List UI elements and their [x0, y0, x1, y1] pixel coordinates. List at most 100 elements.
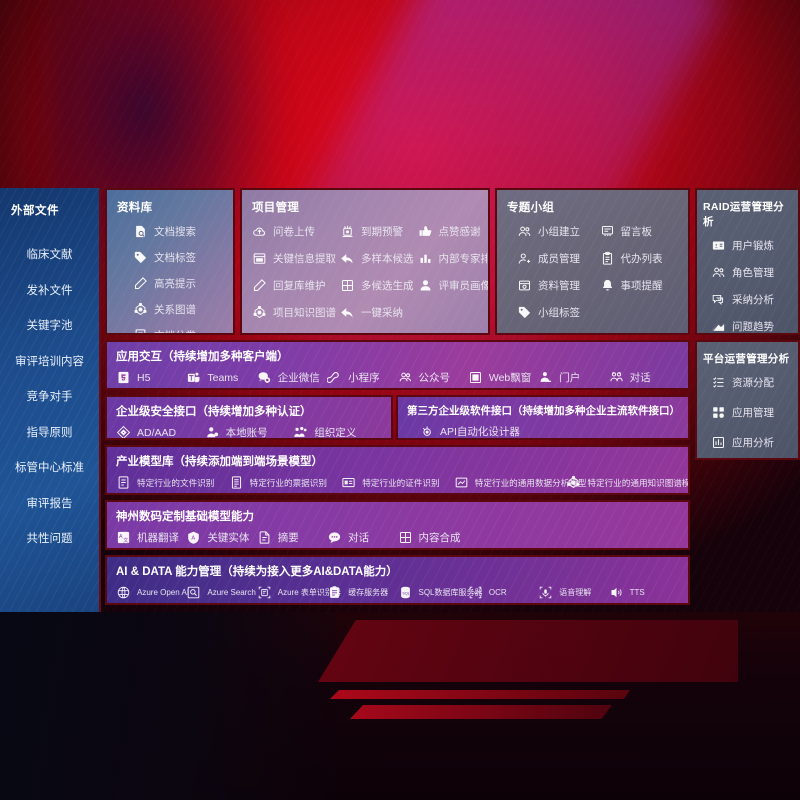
project-item-label: 回复库维护	[273, 280, 326, 292]
trend-chart-icon	[711, 319, 726, 333]
group-item-label: 事项提醒	[620, 280, 663, 292]
base-model-item-summary[interactable]: 摘要	[257, 530, 327, 545]
group-item-message-board[interactable]: 留言板	[600, 224, 679, 239]
industry-item-knowledge-graph-model[interactable]: 特定行业的通用知识图谱模型	[566, 475, 688, 490]
app-interaction-item-wecom[interactable]: 企业微信	[257, 370, 327, 385]
project-item-reply-library[interactable]: 回复库维护	[252, 278, 336, 293]
apps-grid-icon	[711, 405, 726, 420]
group-item-todo-list[interactable]: 代办列表	[600, 251, 679, 266]
app-interaction-item-label: Web飘窗	[488, 372, 532, 384]
sidebar-item-review-training[interactable]: 审评培训内容	[15, 355, 84, 368]
card-raid-title: RAID运营管理分析	[703, 201, 784, 228]
raid-item-role-mgmt[interactable]: 角色管理	[711, 265, 792, 280]
security-item-org-definition[interactable]: 组织定义	[293, 425, 382, 438]
library-item-relation-graph[interactable]: 关系图谱	[133, 302, 223, 317]
app-interaction-item-h5[interactable]: H5	[116, 370, 186, 385]
platform-item-resource-alloc[interactable]: 资源分配	[711, 375, 792, 390]
industry-item-receipt-recognition[interactable]: 特定行业的票据识别	[229, 475, 342, 490]
sidebar-item-common-issues[interactable]: 共性问题	[26, 533, 73, 545]
security-item-local-account[interactable]: 本地账号	[205, 425, 294, 438]
idcard-recog-icon	[341, 475, 356, 490]
arrow-back-icon	[340, 251, 355, 266]
raid-item-adoption-analysis[interactable]: QA 采纳分析	[711, 292, 792, 307]
clipboard-icon	[600, 251, 615, 266]
app-interaction-item-portal[interactable]: 门户	[538, 370, 608, 385]
raid-item-user-training[interactable]: 用户锻炼	[711, 238, 792, 253]
project-item-key-info-extract[interactable]: 关键信息提取	[252, 251, 336, 266]
industry-item-label: 特定行业的票据识别	[249, 477, 327, 488]
library-item-doc-search[interactable]: 文档搜索	[133, 224, 223, 239]
project-item-label: 评审员画像	[438, 280, 490, 292]
project-item-reviewer-profile[interactable]: 评审员画像	[418, 278, 490, 293]
group-item-create[interactable]: 小组建立	[517, 224, 596, 239]
industry-item-data-analysis-model[interactable]: 特定行业的通用数据分析模型	[454, 475, 587, 490]
library-item-label: 文档搜索	[154, 226, 196, 238]
sidebar-item-supplement-docs[interactable]: 发补文件	[26, 284, 73, 297]
ai-data-item-azure-search[interactable]: Azure Search	[186, 585, 256, 600]
sidebar-item-competitors[interactable]: 竞争对手	[26, 391, 73, 403]
project-item-multi-candidate-gen[interactable]: 多候选生成	[340, 278, 414, 293]
library-item-doc-classify[interactable]: 文档分类	[133, 328, 223, 333]
base-model-item-key-entity[interactable]: A 关键实体	[186, 530, 256, 545]
card-group-title: 专题小组	[507, 202, 555, 214]
platform-item-app-mgmt[interactable]: 应用管理	[711, 405, 792, 420]
sidebar-item-guidelines[interactable]: 指导原则	[26, 426, 73, 439]
card-raid-analysis: RAID运营管理分析 用户锻炼 角色管理 QA 采纳分析 问题趋势	[695, 188, 800, 335]
third-party-item-api-designer[interactable]: API自动化设计器	[407, 424, 520, 438]
security-item-label: AD/AAD	[137, 426, 177, 439]
project-item-questionnaire-upload[interactable]: 问卷上传	[252, 224, 336, 239]
app-interaction-item-label: 门户	[559, 372, 581, 384]
ai-data-item-speech-understanding[interactable]: 语音理解	[538, 585, 608, 600]
project-item-knowledge-graph[interactable]: 项目知识图谱	[252, 305, 336, 320]
library-item-highlight[interactable]: 高亮提示	[133, 276, 223, 291]
cloud-upload-icon	[252, 224, 267, 239]
app-interaction-item-dialog[interactable]: 对话	[609, 370, 679, 385]
band-industry-model-title: 产业模型库（持续添加端到端场景模型）	[116, 456, 323, 468]
platform-item-app-analysis[interactable]: 应用分析	[711, 435, 792, 450]
security-item-ad-aad[interactable]: AD/AAD	[116, 425, 205, 439]
base-model-item-dialog[interactable]: 对话	[327, 530, 397, 545]
ai-data-item-tts[interactable]: TTS	[609, 585, 679, 600]
group-item-reminder[interactable]: 事项提醒	[600, 278, 679, 293]
ai-data-item-ocr[interactable]: OCR OCR	[468, 585, 538, 600]
project-item-label: 多候选生成	[361, 280, 414, 292]
svg-text:OCR: OCR	[471, 590, 480, 595]
app-interaction-item-teams[interactable]: Teams	[186, 370, 256, 385]
app-interaction-item-web-window[interactable]: Web飘窗	[468, 370, 538, 385]
project-item-due-alert[interactable]: 到期预警	[340, 224, 414, 239]
svg-text:A: A	[192, 535, 196, 541]
industry-item-file-recognition[interactable]: 特定行业的文件识别	[116, 475, 229, 490]
project-item-thanks[interactable]: 点赞感谢	[418, 224, 489, 239]
app-interaction-item-label: 企业微信	[277, 372, 320, 384]
sidebar-item-standards-center[interactable]: 标管中心标准	[15, 462, 84, 474]
ai-data-item-cache-server[interactable]: 缓存服务器	[327, 585, 397, 600]
sidebar-item-clinical-literature[interactable]: 临床文献	[26, 249, 73, 261]
form-recognizer-icon	[257, 585, 272, 600]
band-ai-data-title: AI & DATA 能力管理（持续为接入更多AI&DATA能力）	[116, 566, 398, 578]
app-interaction-item-official-account[interactable]: 公众号	[398, 370, 468, 385]
dialog-icon	[609, 370, 624, 385]
project-item-multi-sample-candidate[interactable]: 多样本候选	[340, 251, 414, 266]
project-item-one-click-adopt[interactable]: 一键采纳	[340, 305, 414, 320]
project-item-expert-rank[interactable]: 内部专家排名	[418, 251, 488, 266]
sidebar-item-review-report[interactable]: 审评报告	[26, 497, 73, 510]
industry-item-id-recognition[interactable]: 特定行业的证件识别	[341, 475, 454, 490]
group-item-label: 留言板	[620, 226, 653, 238]
ai-data-item-azure-openai[interactable]: Azure Open AI	[116, 585, 189, 600]
card-project-title: 项目管理	[252, 202, 300, 214]
app-interaction-item-miniprogram[interactable]: 小程序	[327, 370, 397, 385]
teams-icon	[186, 370, 201, 385]
base-model-item-content-synthesis[interactable]: 内容合成	[398, 530, 468, 545]
group-item-tag[interactable]: 小组标签	[517, 305, 596, 320]
group-item-member-mgmt[interactable]: 成员管理	[517, 251, 596, 266]
library-item-doc-tag[interactable]: 文档标签	[133, 250, 223, 265]
ai-data-item-form-recognizer[interactable]: Azure 表单识别器	[257, 585, 341, 600]
ai-data-item-sql-server[interactable]: SQL SQL数据库服务器	[398, 585, 483, 600]
arrow-back-icon	[340, 305, 355, 320]
sidebar-item-keyword-pool[interactable]: 关键字池	[26, 320, 73, 332]
archive-icon	[517, 278, 532, 293]
project-item-label: 到期预警	[361, 226, 403, 238]
group-item-doc-mgmt[interactable]: 资料管理	[517, 278, 596, 293]
raid-item-issue-trend[interactable]: 问题趋势	[711, 319, 792, 333]
